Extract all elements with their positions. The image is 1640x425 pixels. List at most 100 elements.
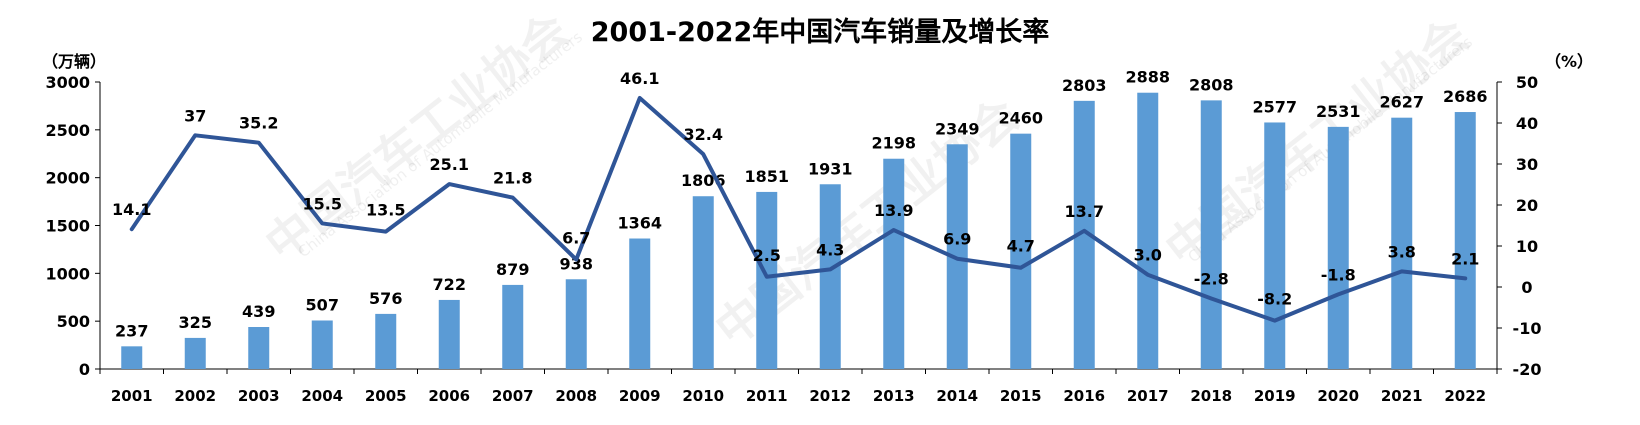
x-axis-tick-label: 2018 bbox=[1190, 387, 1232, 405]
bar-data-label: 2803 bbox=[1062, 76, 1107, 95]
line-data-label: 6.7 bbox=[562, 229, 590, 248]
bar-data-label: 938 bbox=[560, 254, 593, 273]
bar-data-label: 2349 bbox=[935, 119, 980, 138]
bar bbox=[1137, 92, 1159, 370]
line-data-label: 13.7 bbox=[1065, 202, 1104, 221]
line-data-label: 46.1 bbox=[620, 69, 659, 88]
x-axis-tick-label: 2021 bbox=[1381, 387, 1423, 405]
bar bbox=[883, 158, 905, 369]
bar bbox=[1454, 112, 1476, 369]
bar bbox=[375, 313, 397, 369]
line-data-label: 14.1 bbox=[112, 200, 151, 219]
x-axis-tick-label: 2008 bbox=[555, 387, 597, 405]
bar-data-label: 2577 bbox=[1252, 97, 1297, 116]
line-data-label: 4.3 bbox=[816, 240, 844, 259]
bar-data-label: 507 bbox=[306, 295, 339, 314]
line-data-label: 32.4 bbox=[684, 125, 723, 144]
right-axis-tick-label: 40 bbox=[1516, 114, 1538, 133]
right-axis-tick-label: 10 bbox=[1516, 237, 1538, 256]
right-axis-tick-label: 50 bbox=[1516, 73, 1538, 92]
bar-data-label: 237 bbox=[115, 321, 148, 340]
bar bbox=[1391, 117, 1413, 369]
bar bbox=[311, 320, 333, 369]
line-data-label: 25.1 bbox=[430, 155, 469, 174]
bar bbox=[1327, 126, 1349, 369]
x-axis-tick-label: 2014 bbox=[936, 387, 978, 405]
x-axis-tick-label: 2001 bbox=[111, 387, 153, 405]
x-axis-tick-label: 2013 bbox=[873, 387, 915, 405]
x-axis-tick-label: 2017 bbox=[1127, 387, 1169, 405]
line-data-label: 2.5 bbox=[753, 246, 781, 265]
x-axis-tick-label: 2015 bbox=[1000, 387, 1042, 405]
left-axis-tick-label: 1500 bbox=[45, 217, 90, 236]
right-axis-tick-label: 0 bbox=[1521, 278, 1532, 297]
bar bbox=[629, 238, 651, 369]
bar-data-label: 2531 bbox=[1316, 102, 1361, 121]
left-axis-unit: （万辆） bbox=[42, 52, 107, 71]
x-axis-tick-label: 2011 bbox=[746, 387, 788, 405]
bar-data-label: 325 bbox=[179, 313, 212, 332]
line-data-label: 6.9 bbox=[943, 230, 971, 249]
bar-data-label: 1931 bbox=[808, 159, 853, 178]
left-axis-tick-label: 0 bbox=[79, 360, 90, 379]
line-data-label: 13.9 bbox=[874, 201, 913, 220]
x-axis-tick-label: 2004 bbox=[301, 387, 343, 405]
line-data-label: 4.7 bbox=[1007, 237, 1035, 256]
line-data-label: 3.8 bbox=[1388, 242, 1416, 261]
bar bbox=[565, 279, 587, 369]
bar-data-label: 2198 bbox=[871, 134, 916, 153]
bar-data-label: 2460 bbox=[998, 109, 1043, 128]
right-axis-tick-label: -20 bbox=[1513, 360, 1542, 379]
x-axis-tick-label: 2002 bbox=[174, 387, 216, 405]
right-axis-tick-label: 20 bbox=[1516, 196, 1538, 215]
x-axis-tick-label: 2005 bbox=[365, 387, 407, 405]
bar bbox=[1264, 122, 1286, 369]
x-axis-tick-label: 2010 bbox=[682, 387, 724, 405]
bar-data-label: 2627 bbox=[1379, 93, 1424, 112]
bar bbox=[438, 299, 460, 369]
line-data-label: -1.8 bbox=[1321, 265, 1356, 284]
line-data-label: 13.5 bbox=[366, 201, 405, 220]
bar-data-label: 1851 bbox=[744, 167, 789, 186]
bar bbox=[692, 196, 714, 369]
bar bbox=[819, 184, 841, 369]
bar-data-label: 2888 bbox=[1125, 68, 1170, 87]
right-axis-unit: （%） bbox=[1545, 52, 1594, 71]
bar-data-label: 439 bbox=[242, 302, 275, 321]
line-data-label: 2.1 bbox=[1451, 249, 1479, 268]
line-data-label: 35.2 bbox=[239, 114, 278, 133]
bar bbox=[502, 284, 524, 369]
bar-data-label: 2686 bbox=[1443, 87, 1488, 106]
bar bbox=[248, 327, 270, 369]
x-axis-tick-label: 2007 bbox=[492, 387, 534, 405]
x-axis-tick-label: 2009 bbox=[619, 387, 661, 405]
bar bbox=[121, 346, 143, 369]
left-axis-tick-label: 1000 bbox=[45, 264, 90, 283]
line-data-label: -2.8 bbox=[1194, 269, 1229, 288]
line-data-label: 21.8 bbox=[493, 169, 532, 188]
x-axis-tick-label: 2012 bbox=[809, 387, 851, 405]
line-data-label: -8.2 bbox=[1257, 290, 1292, 309]
bar-data-label: 576 bbox=[369, 289, 402, 308]
line-data-label: 15.5 bbox=[303, 194, 342, 213]
line-data-label: 3.0 bbox=[1134, 246, 1162, 265]
right-axis-tick-label: 30 bbox=[1516, 155, 1538, 174]
bar bbox=[1010, 133, 1032, 369]
x-axis-tick-label: 2006 bbox=[428, 387, 470, 405]
x-axis-tick-label: 2016 bbox=[1063, 387, 1105, 405]
growth-rate-line bbox=[129, 95, 1468, 323]
left-axis-tick-label: 500 bbox=[57, 312, 90, 331]
bar-data-label: 879 bbox=[496, 260, 529, 279]
bar bbox=[756, 191, 778, 369]
bar bbox=[184, 337, 206, 369]
bar-data-label: 1364 bbox=[617, 214, 662, 233]
left-axis-tick-label: 2000 bbox=[45, 169, 90, 188]
x-axis-tick-label: 2022 bbox=[1444, 387, 1486, 405]
x-axis-tick-label: 2019 bbox=[1254, 387, 1296, 405]
x-axis-tick-label: 2003 bbox=[238, 387, 280, 405]
bar bbox=[1200, 100, 1222, 370]
line-data-label: 37 bbox=[184, 106, 206, 125]
x-axis-tick-label: 2020 bbox=[1317, 387, 1359, 405]
